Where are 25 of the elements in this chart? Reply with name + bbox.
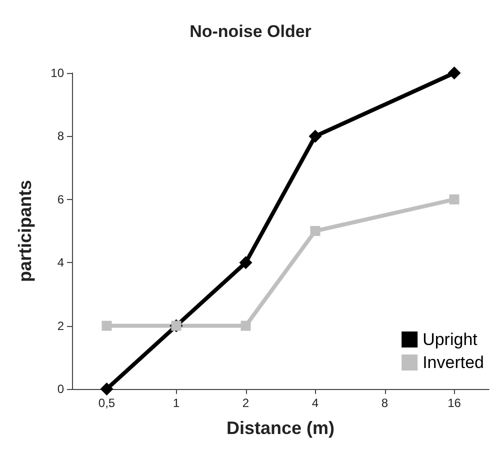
chart-title: No-noise Older (190, 22, 312, 41)
point (102, 320, 112, 331)
x-tick-label: 1 (172, 396, 180, 410)
x-tick-label: 0,5 (98, 396, 116, 410)
x-tick-label: 8 (381, 396, 388, 410)
x-tick-label: 4 (312, 396, 319, 410)
y-tick-label: 0 (57, 382, 64, 396)
y-tick-label: 10 (50, 66, 64, 80)
point (240, 320, 251, 331)
y-tick-label: 2 (57, 318, 64, 333)
y-tick-label: 8 (57, 129, 64, 144)
point (448, 66, 461, 80)
y-tick-label: 4 (57, 256, 64, 270)
point (308, 130, 322, 143)
y-axis-title: participants (15, 180, 35, 282)
x-tick-label: 2 (242, 396, 250, 410)
legend-label: Upright (422, 330, 478, 349)
point (239, 256, 252, 270)
x-axis-title: Distance (m) (226, 418, 335, 438)
point (449, 194, 460, 204)
point (310, 226, 320, 236)
legend-label: Inverted (422, 353, 484, 372)
y-tick-label: 6 (57, 192, 64, 206)
point (100, 382, 114, 396)
x-tick-label: 16 (448, 396, 462, 410)
